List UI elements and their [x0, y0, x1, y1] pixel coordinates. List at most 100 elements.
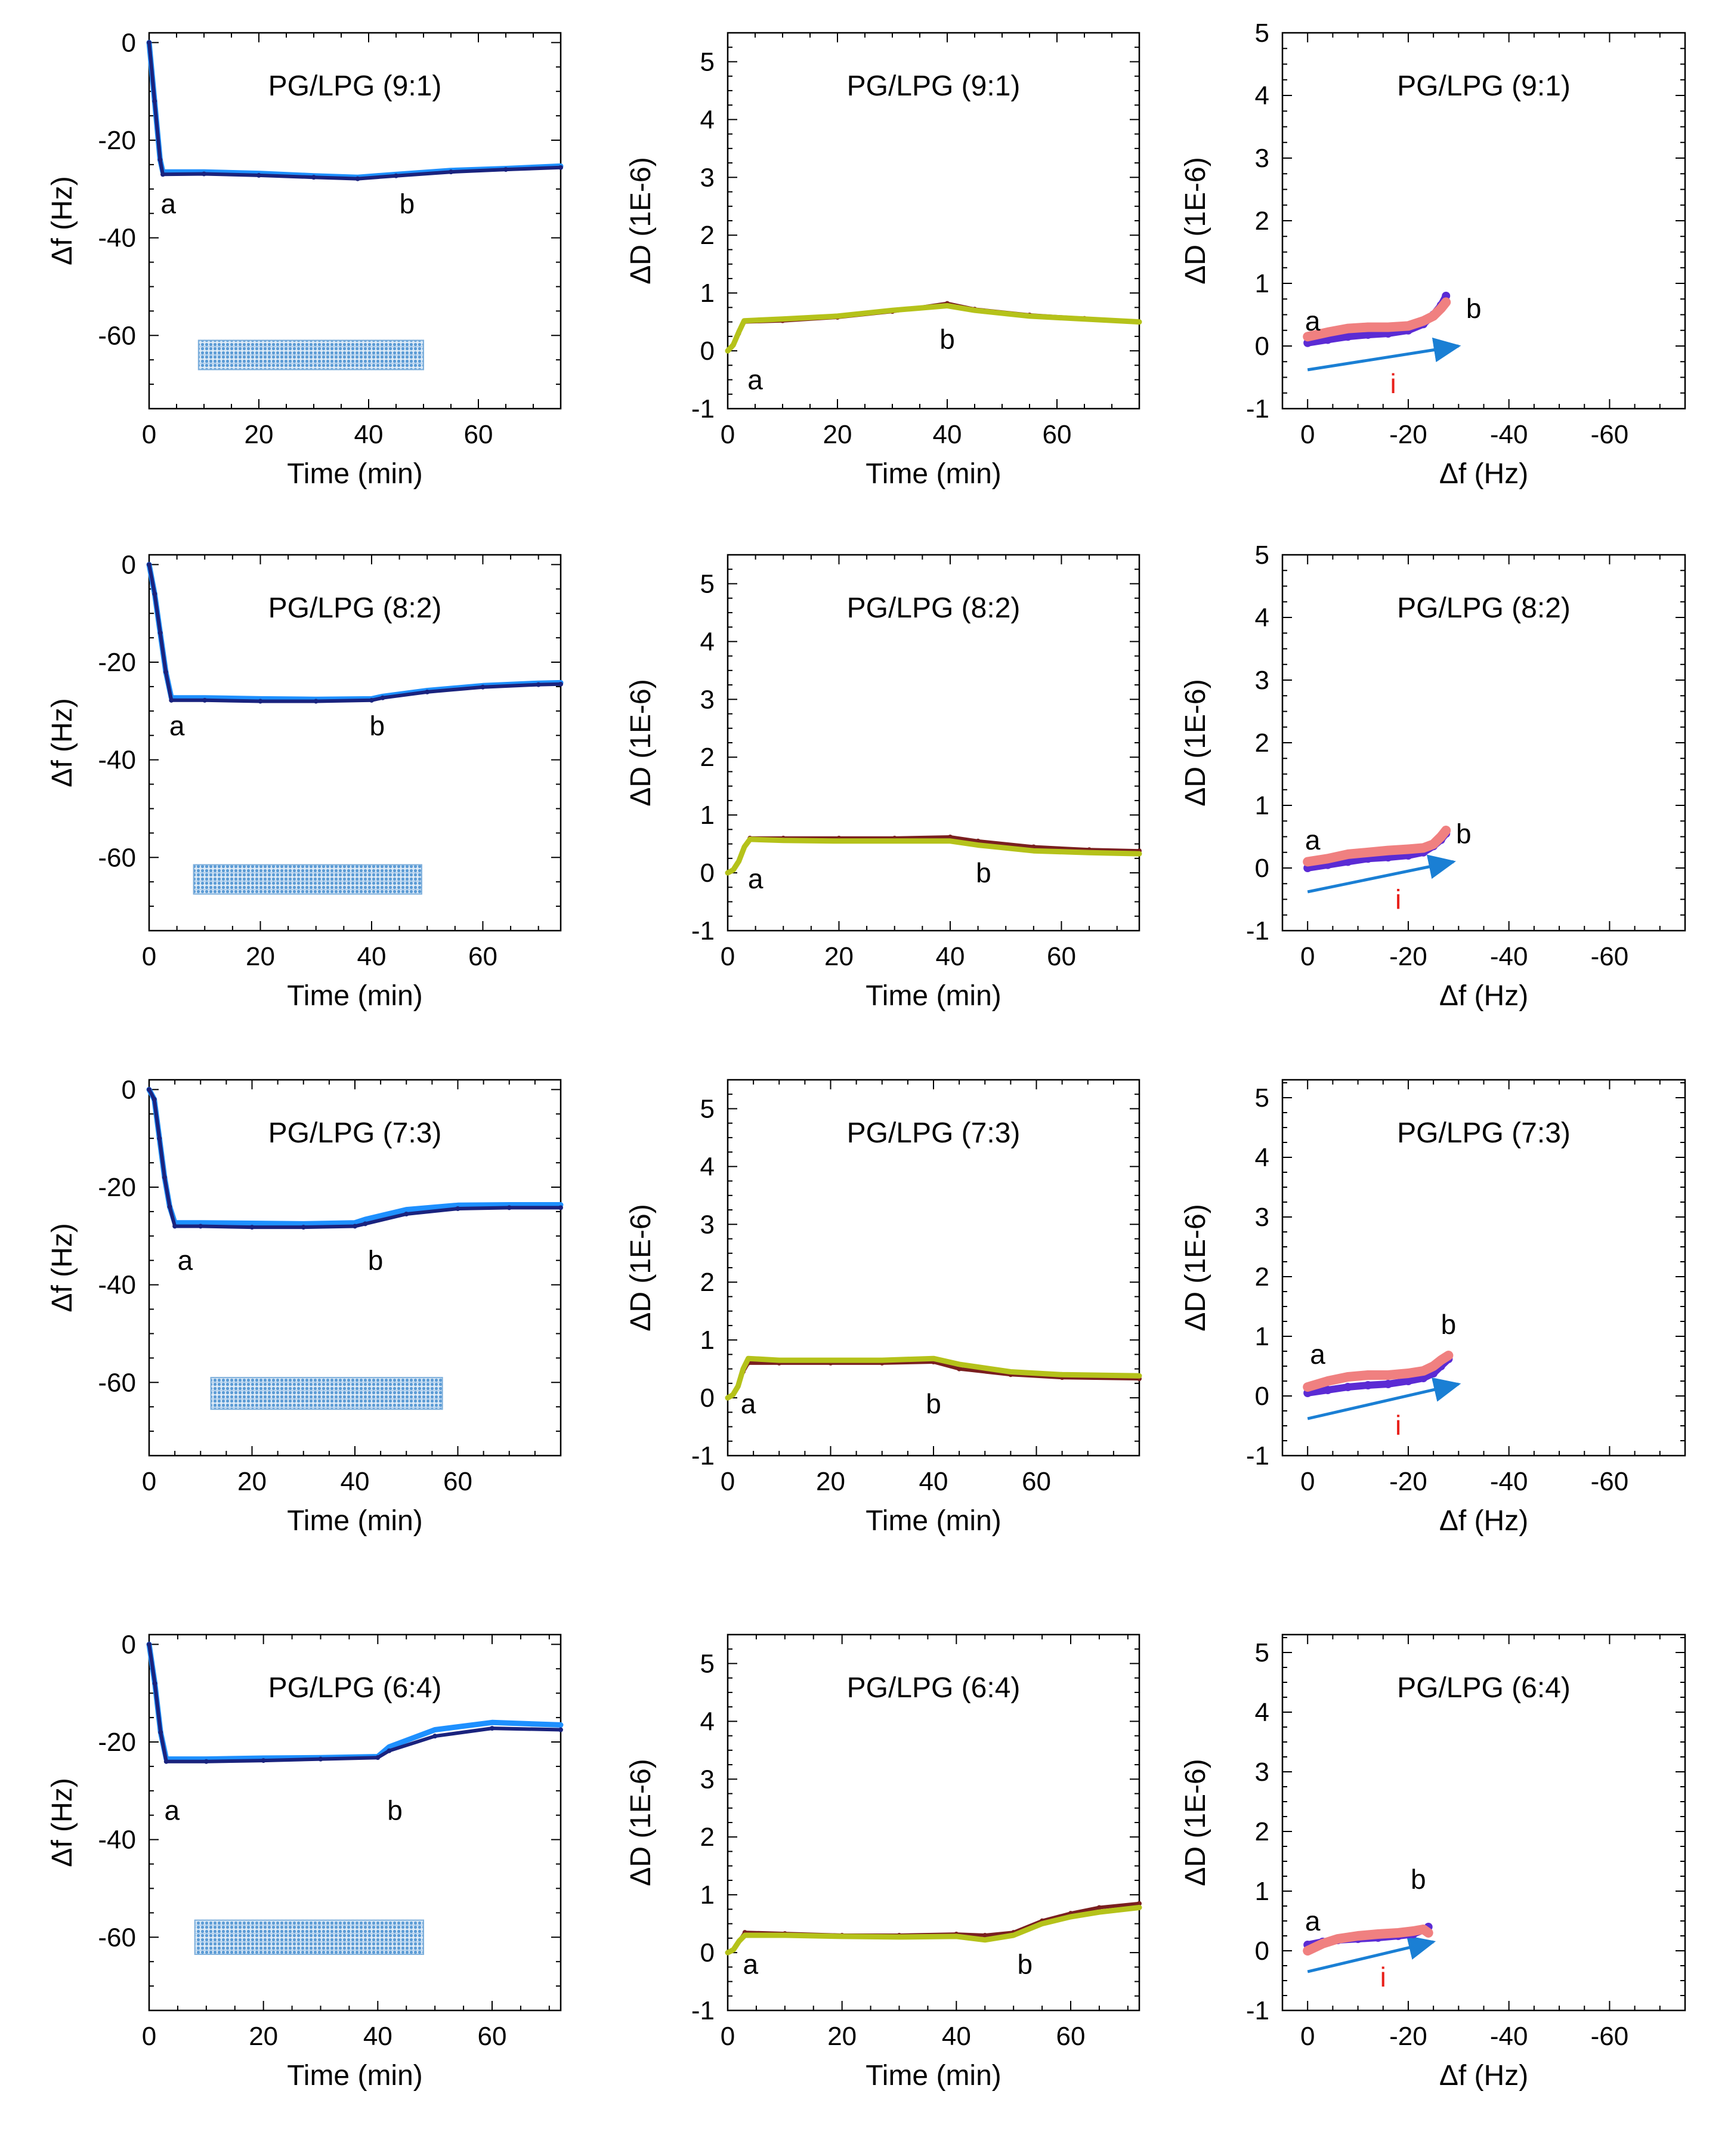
- data-point-fd-light: [1303, 1383, 1312, 1391]
- data-point-d-light: [725, 870, 730, 876]
- series-f-light: [146, 39, 564, 180]
- data-point-f-light: [404, 1207, 409, 1212]
- data-point-fd-dark: [1323, 1386, 1332, 1394]
- y-axis-title: Δf (Hz): [47, 176, 78, 265]
- data-point-f-dark: [198, 1224, 203, 1229]
- data-point-f-dark: [258, 699, 263, 704]
- data-point-fd-dark: [1343, 857, 1352, 866]
- y-tick-label: 2: [1255, 206, 1269, 236]
- data-point-f-dark: [387, 1748, 392, 1753]
- x-axis-title: Δf (Hz): [1439, 458, 1528, 490]
- marker-a: a: [1310, 1339, 1325, 1370]
- panel-title: PG/LPG (6:4): [1397, 1672, 1571, 1704]
- x-tick-label: 60: [464, 420, 493, 449]
- data-point-d-light: [740, 1366, 746, 1372]
- data-point-f-light: [198, 1220, 203, 1225]
- panel-f-1: 0 20 40 60 0 -20 -40 -60 Time (min) Δf (Hz) PG/LPG…: [47, 28, 564, 490]
- panel-title: PG/LPG (9:1): [268, 70, 442, 102]
- data-point-d-light: [737, 1938, 742, 1944]
- y-tick-label: -1: [1246, 916, 1269, 946]
- y-tick-label: -60: [98, 1368, 136, 1397]
- data-point-fd-light: [1429, 1362, 1438, 1370]
- data-point-d-light: [954, 1933, 959, 1939]
- data-point-fd-light: [1429, 311, 1438, 320]
- x-tick-label: 40: [354, 420, 384, 449]
- marker-b: b: [387, 1795, 403, 1826]
- x-tick-label: 0: [142, 2022, 156, 2051]
- marker-a: a: [748, 863, 764, 894]
- data-point-d-light: [1008, 1369, 1013, 1374]
- data-point-d-light: [1068, 1914, 1073, 1919]
- marker-a: a: [1305, 1905, 1321, 1936]
- data-point-f-dark: [369, 697, 374, 703]
- x-tick-label: 60: [1056, 2022, 1086, 2051]
- data-point-f-dark: [147, 1642, 152, 1647]
- y-tick-label: -40: [98, 746, 136, 775]
- marker-a: a: [165, 1795, 180, 1826]
- y-tick-label: 4: [1255, 1698, 1269, 1727]
- data-point-d-light: [1059, 1372, 1065, 1377]
- data-point-d-dark: [982, 1933, 988, 1938]
- panel-title: PG/LPG (8:2): [847, 592, 1021, 624]
- data-point-d-light: [836, 838, 842, 844]
- y-tick-label: 2: [700, 221, 715, 250]
- data-point-d-light: [746, 1356, 751, 1361]
- data-point-d-light: [947, 838, 953, 844]
- y-tick-label: 2: [700, 1268, 715, 1297]
- series-fd-dark: [1304, 1355, 1452, 1397]
- x-axis-title: Δf (Hz): [1439, 980, 1528, 1012]
- marker-b: b: [1456, 818, 1472, 849]
- y-tick-label: -40: [98, 1271, 136, 1300]
- data-point-fd-light: [1429, 840, 1438, 849]
- y-tick-label: 1: [1255, 269, 1269, 298]
- series-f-dark: [147, 563, 562, 703]
- y-axis-title: Δf (Hz): [47, 1223, 78, 1312]
- data-point-f-light: [353, 1220, 357, 1225]
- data-point-f-dark: [158, 1729, 163, 1735]
- data-point-fd-light: [1384, 846, 1393, 855]
- y-tick-label: 0: [1255, 854, 1269, 883]
- y-tick-label: 0: [122, 550, 136, 579]
- y-tick-label: 3: [1255, 144, 1269, 173]
- x-tick-label: 0: [1300, 420, 1315, 449]
- data-point-fd-dark: [1364, 1381, 1373, 1389]
- marker-a: a: [747, 365, 763, 396]
- data-point-f-dark: [558, 681, 563, 687]
- x-tick-label: 20: [823, 420, 852, 449]
- data-point-d-dark: [1096, 1905, 1102, 1910]
- y-axis-title: ΔD (1E-6): [625, 157, 657, 284]
- y-tick-label: 5: [1255, 18, 1269, 48]
- y-axis-title: ΔD (1E-6): [1180, 1204, 1211, 1331]
- plot-frame: [148, 1633, 562, 2012]
- data-point-d-light: [777, 1358, 782, 1363]
- x-tick-label: 0: [1300, 1467, 1315, 1496]
- y-axis-title: ΔD (1E-6): [625, 1759, 657, 1886]
- data-point-d-light: [782, 1933, 787, 1938]
- data-point-fd-light: [1409, 1927, 1418, 1935]
- data-point-fd-light: [1404, 845, 1412, 854]
- data-point-fd-light: [1419, 1367, 1428, 1375]
- y-tick-label: 1: [1255, 791, 1269, 820]
- y-tick-label: 5: [1255, 540, 1269, 570]
- y-tick-label: -20: [98, 126, 136, 155]
- marker-b: b: [1466, 293, 1482, 324]
- x-tick-label: 60: [478, 2022, 507, 2051]
- data-point-f-dark: [147, 1087, 152, 1092]
- data-point-fd-light: [1343, 1373, 1352, 1381]
- x-axis-title: Δf (Hz): [1439, 2060, 1528, 2092]
- data-point-f-dark: [375, 1755, 381, 1760]
- x-tick-label: 40: [341, 1467, 370, 1496]
- data-point-fd-light: [1436, 1356, 1445, 1364]
- x-tick-label: 0: [1300, 942, 1315, 971]
- data-point-f-light: [558, 1722, 563, 1728]
- data-point-d-light: [1137, 1373, 1142, 1379]
- data-point-d-light: [742, 1933, 747, 1938]
- x-tick-label: -40: [1490, 942, 1528, 971]
- y-axis-title: ΔD (1E-6): [625, 679, 657, 806]
- data-point-fd-light: [1419, 844, 1428, 852]
- series-f-light: [146, 561, 564, 702]
- data-point-fd-light: [1424, 1929, 1433, 1937]
- y-tick-label: -40: [98, 224, 136, 253]
